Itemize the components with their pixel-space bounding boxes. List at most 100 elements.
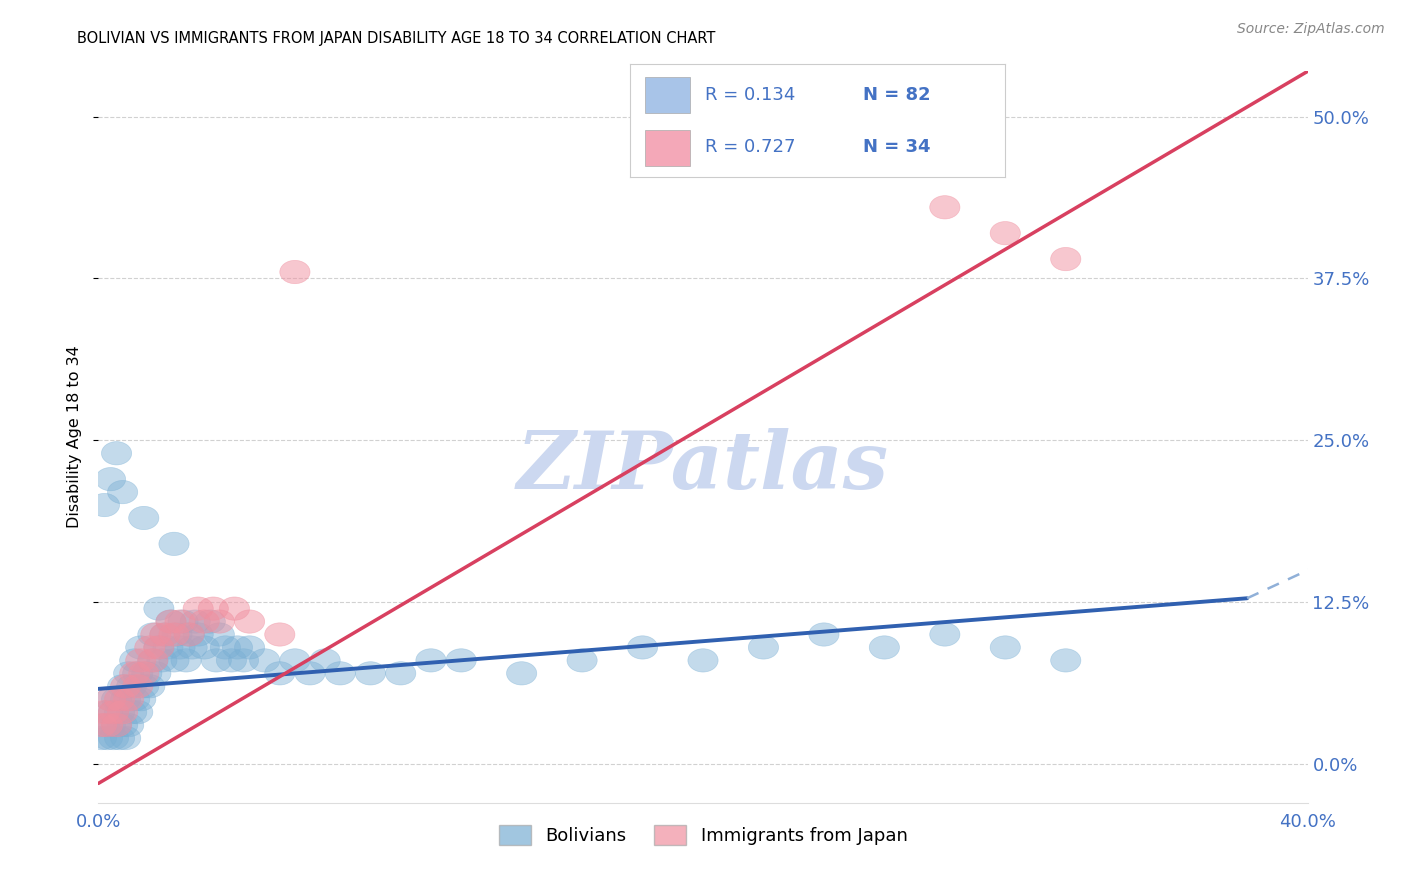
Ellipse shape xyxy=(143,597,174,620)
Ellipse shape xyxy=(172,648,201,672)
Ellipse shape xyxy=(204,610,235,633)
Ellipse shape xyxy=(1050,648,1081,672)
Ellipse shape xyxy=(174,623,204,646)
Ellipse shape xyxy=(385,662,416,685)
Ellipse shape xyxy=(143,636,174,659)
Ellipse shape xyxy=(219,597,250,620)
Ellipse shape xyxy=(235,610,264,633)
Ellipse shape xyxy=(159,623,188,646)
Ellipse shape xyxy=(295,662,325,685)
Ellipse shape xyxy=(180,610,211,633)
Ellipse shape xyxy=(111,726,141,749)
Ellipse shape xyxy=(688,648,718,672)
Ellipse shape xyxy=(104,688,135,711)
Y-axis label: Disability Age 18 to 34: Disability Age 18 to 34 xyxy=(67,346,83,528)
Ellipse shape xyxy=(190,610,219,633)
Ellipse shape xyxy=(107,481,138,504)
Ellipse shape xyxy=(159,648,188,672)
Ellipse shape xyxy=(506,662,537,685)
Ellipse shape xyxy=(416,648,446,672)
Ellipse shape xyxy=(869,636,900,659)
Ellipse shape xyxy=(183,623,214,646)
Ellipse shape xyxy=(228,648,259,672)
Ellipse shape xyxy=(177,636,207,659)
Ellipse shape xyxy=(122,662,153,685)
Ellipse shape xyxy=(101,688,132,711)
Ellipse shape xyxy=(111,674,141,698)
Ellipse shape xyxy=(96,688,125,711)
Ellipse shape xyxy=(222,636,253,659)
Ellipse shape xyxy=(90,714,120,737)
Ellipse shape xyxy=(146,648,177,672)
Ellipse shape xyxy=(201,648,232,672)
Ellipse shape xyxy=(114,714,143,737)
Ellipse shape xyxy=(122,700,153,723)
Ellipse shape xyxy=(98,700,129,723)
Ellipse shape xyxy=(1050,247,1081,271)
Ellipse shape xyxy=(162,623,193,646)
Ellipse shape xyxy=(135,674,165,698)
Ellipse shape xyxy=(96,467,125,491)
Ellipse shape xyxy=(143,636,174,659)
Ellipse shape xyxy=(211,636,240,659)
Ellipse shape xyxy=(141,623,172,646)
Ellipse shape xyxy=(98,726,129,749)
Ellipse shape xyxy=(104,700,135,723)
Ellipse shape xyxy=(93,714,122,737)
Ellipse shape xyxy=(167,610,198,633)
Ellipse shape xyxy=(101,442,132,465)
Ellipse shape xyxy=(250,648,280,672)
Ellipse shape xyxy=(129,674,159,698)
Text: BOLIVIAN VS IMMIGRANTS FROM JAPAN DISABILITY AGE 18 TO 34 CORRELATION CHART: BOLIVIAN VS IMMIGRANTS FROM JAPAN DISABI… xyxy=(77,31,716,46)
Ellipse shape xyxy=(204,623,235,646)
Ellipse shape xyxy=(104,726,135,749)
Ellipse shape xyxy=(90,493,120,516)
Ellipse shape xyxy=(195,610,225,633)
Ellipse shape xyxy=(96,714,125,737)
Ellipse shape xyxy=(107,714,138,737)
Ellipse shape xyxy=(198,597,228,620)
Ellipse shape xyxy=(129,507,159,530)
Ellipse shape xyxy=(125,636,156,659)
Ellipse shape xyxy=(86,714,117,737)
Ellipse shape xyxy=(138,623,167,646)
Text: Source: ZipAtlas.com: Source: ZipAtlas.com xyxy=(1237,22,1385,37)
Ellipse shape xyxy=(190,636,219,659)
Ellipse shape xyxy=(929,195,960,219)
Ellipse shape xyxy=(93,726,122,749)
Ellipse shape xyxy=(120,648,150,672)
Ellipse shape xyxy=(165,636,195,659)
Ellipse shape xyxy=(107,700,138,723)
Ellipse shape xyxy=(990,636,1021,659)
Ellipse shape xyxy=(808,623,839,646)
Ellipse shape xyxy=(114,662,143,685)
Ellipse shape xyxy=(748,636,779,659)
Ellipse shape xyxy=(90,700,120,723)
Ellipse shape xyxy=(150,623,180,646)
Ellipse shape xyxy=(93,700,122,723)
Legend: Bolivians, Immigrants from Japan: Bolivians, Immigrants from Japan xyxy=(491,818,915,852)
Ellipse shape xyxy=(165,610,195,633)
Ellipse shape xyxy=(153,636,183,659)
Ellipse shape xyxy=(101,714,132,737)
Ellipse shape xyxy=(217,648,246,672)
Ellipse shape xyxy=(929,623,960,646)
Ellipse shape xyxy=(141,662,172,685)
Ellipse shape xyxy=(990,221,1021,244)
Ellipse shape xyxy=(111,688,141,711)
Ellipse shape xyxy=(264,623,295,646)
Ellipse shape xyxy=(280,260,311,284)
Ellipse shape xyxy=(264,662,295,685)
Ellipse shape xyxy=(120,662,150,685)
Ellipse shape xyxy=(159,533,188,556)
Ellipse shape xyxy=(114,688,143,711)
Ellipse shape xyxy=(156,610,186,633)
Ellipse shape xyxy=(98,700,129,723)
Ellipse shape xyxy=(125,648,156,672)
Ellipse shape xyxy=(567,648,598,672)
Text: ZIPatlas: ZIPatlas xyxy=(517,427,889,505)
Ellipse shape xyxy=(235,636,264,659)
Ellipse shape xyxy=(122,674,153,698)
Ellipse shape xyxy=(325,662,356,685)
Ellipse shape xyxy=(117,674,146,698)
